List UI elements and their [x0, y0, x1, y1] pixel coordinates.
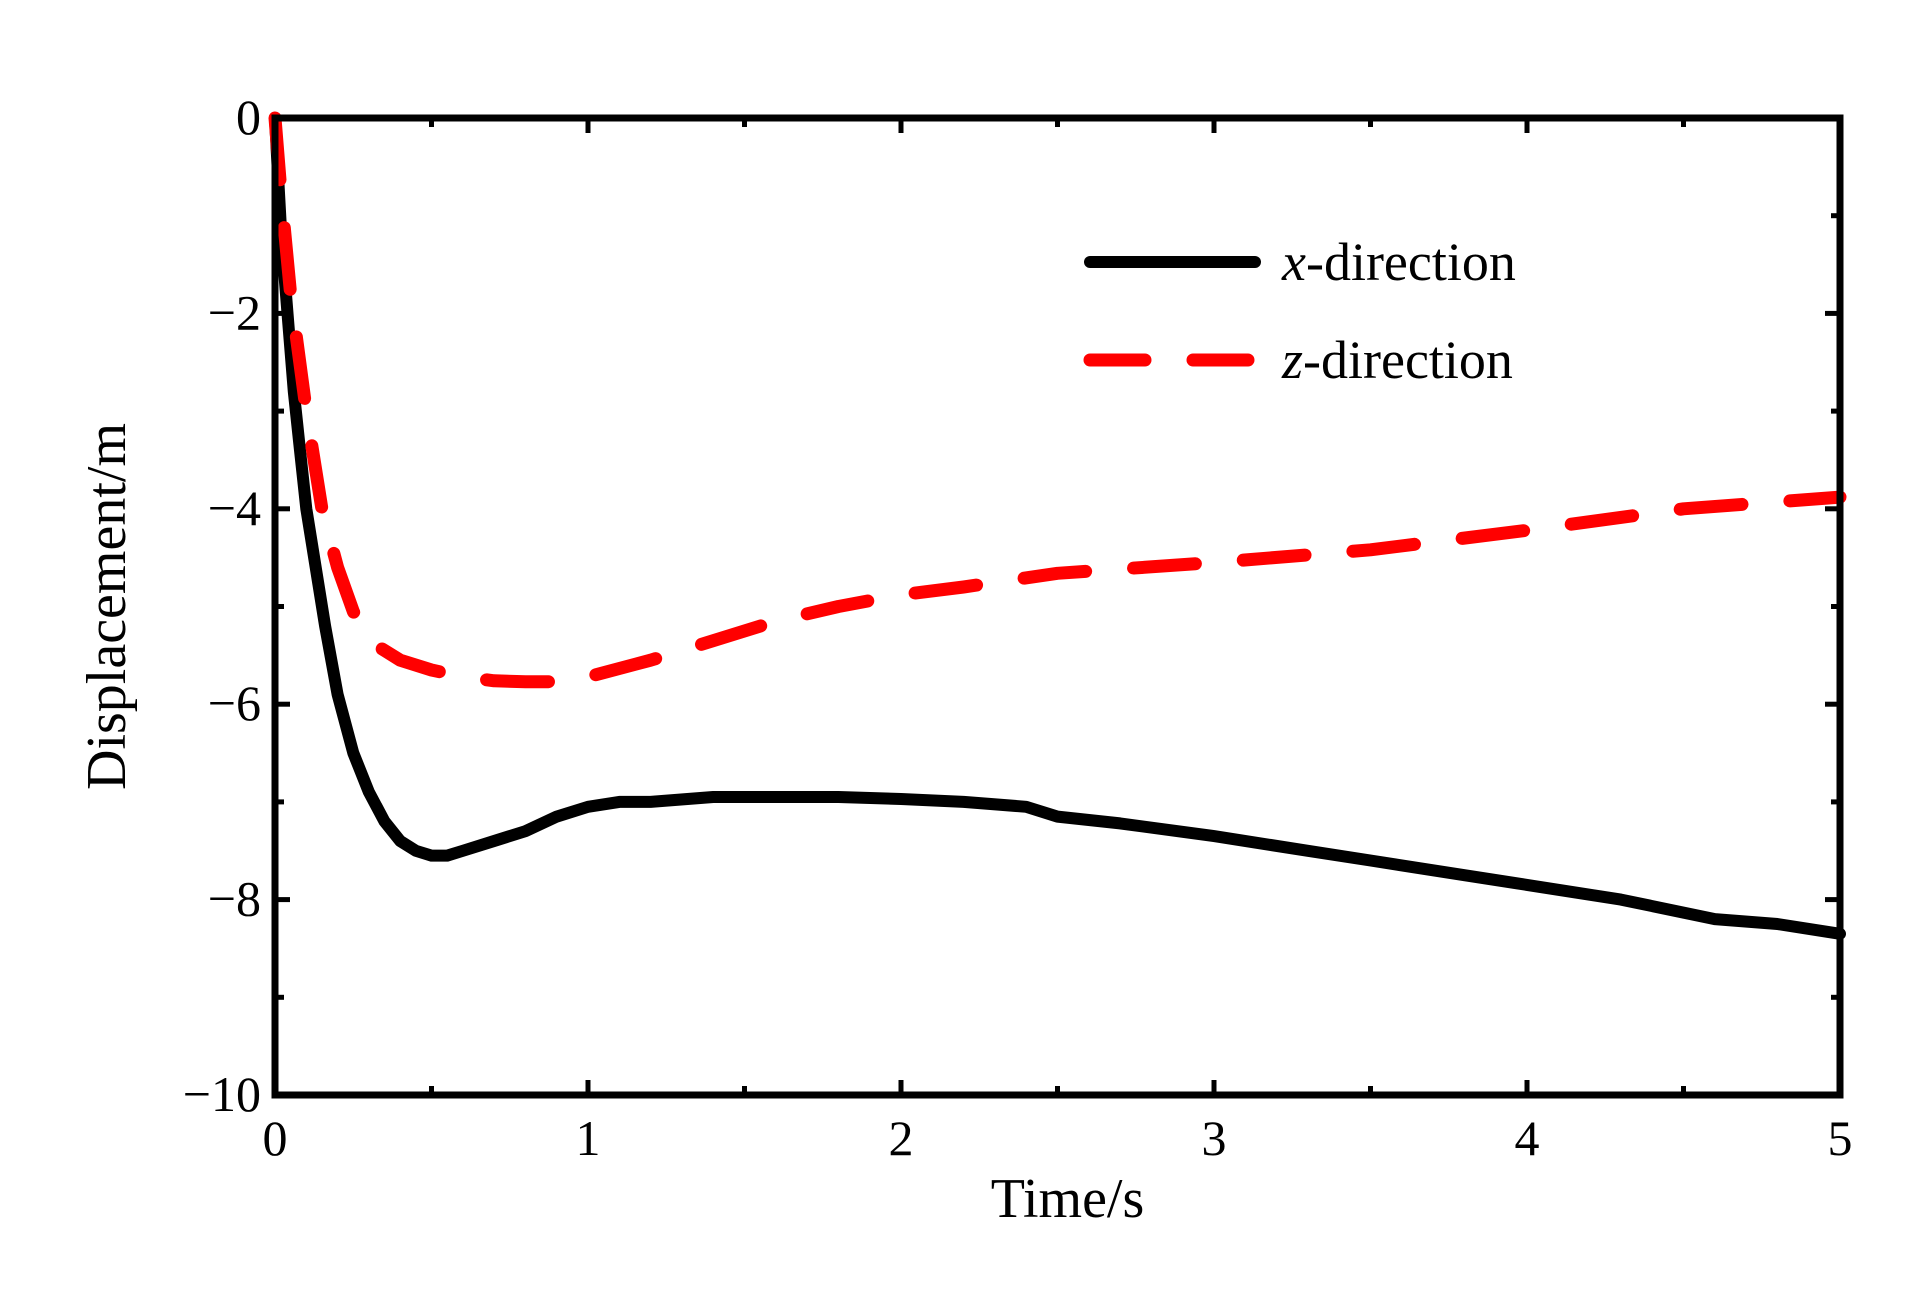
y-tick-label-1: −2	[208, 284, 261, 340]
series-line-x-direction	[269, 112, 1846, 940]
y-axis-label: Displacement/m	[76, 423, 138, 790]
y-tick-label-2: −4	[208, 480, 261, 536]
x-tick-label-4: 4	[1515, 1110, 1540, 1166]
x-tick-label-0: 0	[263, 1110, 288, 1166]
x-tick-label-5: 5	[1828, 1110, 1853, 1166]
x-tick-label-3: 3	[1202, 1110, 1227, 1166]
legend-variable-x: x	[1281, 232, 1306, 292]
legend-entry-z-direction: z-direction	[1281, 330, 1513, 390]
legend-suffix-x: -direction	[1306, 232, 1516, 292]
x-tick-label-1: 1	[576, 1110, 601, 1166]
x-axis-ticks: 0 1 2 3 4 5	[263, 118, 1853, 1166]
x-axis-label: Time/s	[991, 1168, 1145, 1230]
series-line-z-direction	[268, 111, 1847, 689]
legend-entry-x-direction: x-direction	[1281, 232, 1516, 292]
y-tick-label-5: −10	[183, 1066, 261, 1122]
legend-suffix-z: -direction	[1303, 330, 1513, 390]
y-tick-label-3: −6	[208, 675, 261, 731]
y-axis-ticks: 0 −2 −4 −6 −8 −10	[183, 89, 1840, 1122]
plot-area-frame	[271, 114, 1844, 1099]
series-layer	[268, 111, 1847, 940]
y-tick-label-0: 0	[236, 89, 261, 145]
x-tick-label-2: 2	[889, 1110, 914, 1166]
legend: x-direction z-direction	[1083, 232, 1516, 390]
legend-variable-z: z	[1281, 330, 1303, 390]
y-tick-label-4: −8	[208, 871, 261, 927]
